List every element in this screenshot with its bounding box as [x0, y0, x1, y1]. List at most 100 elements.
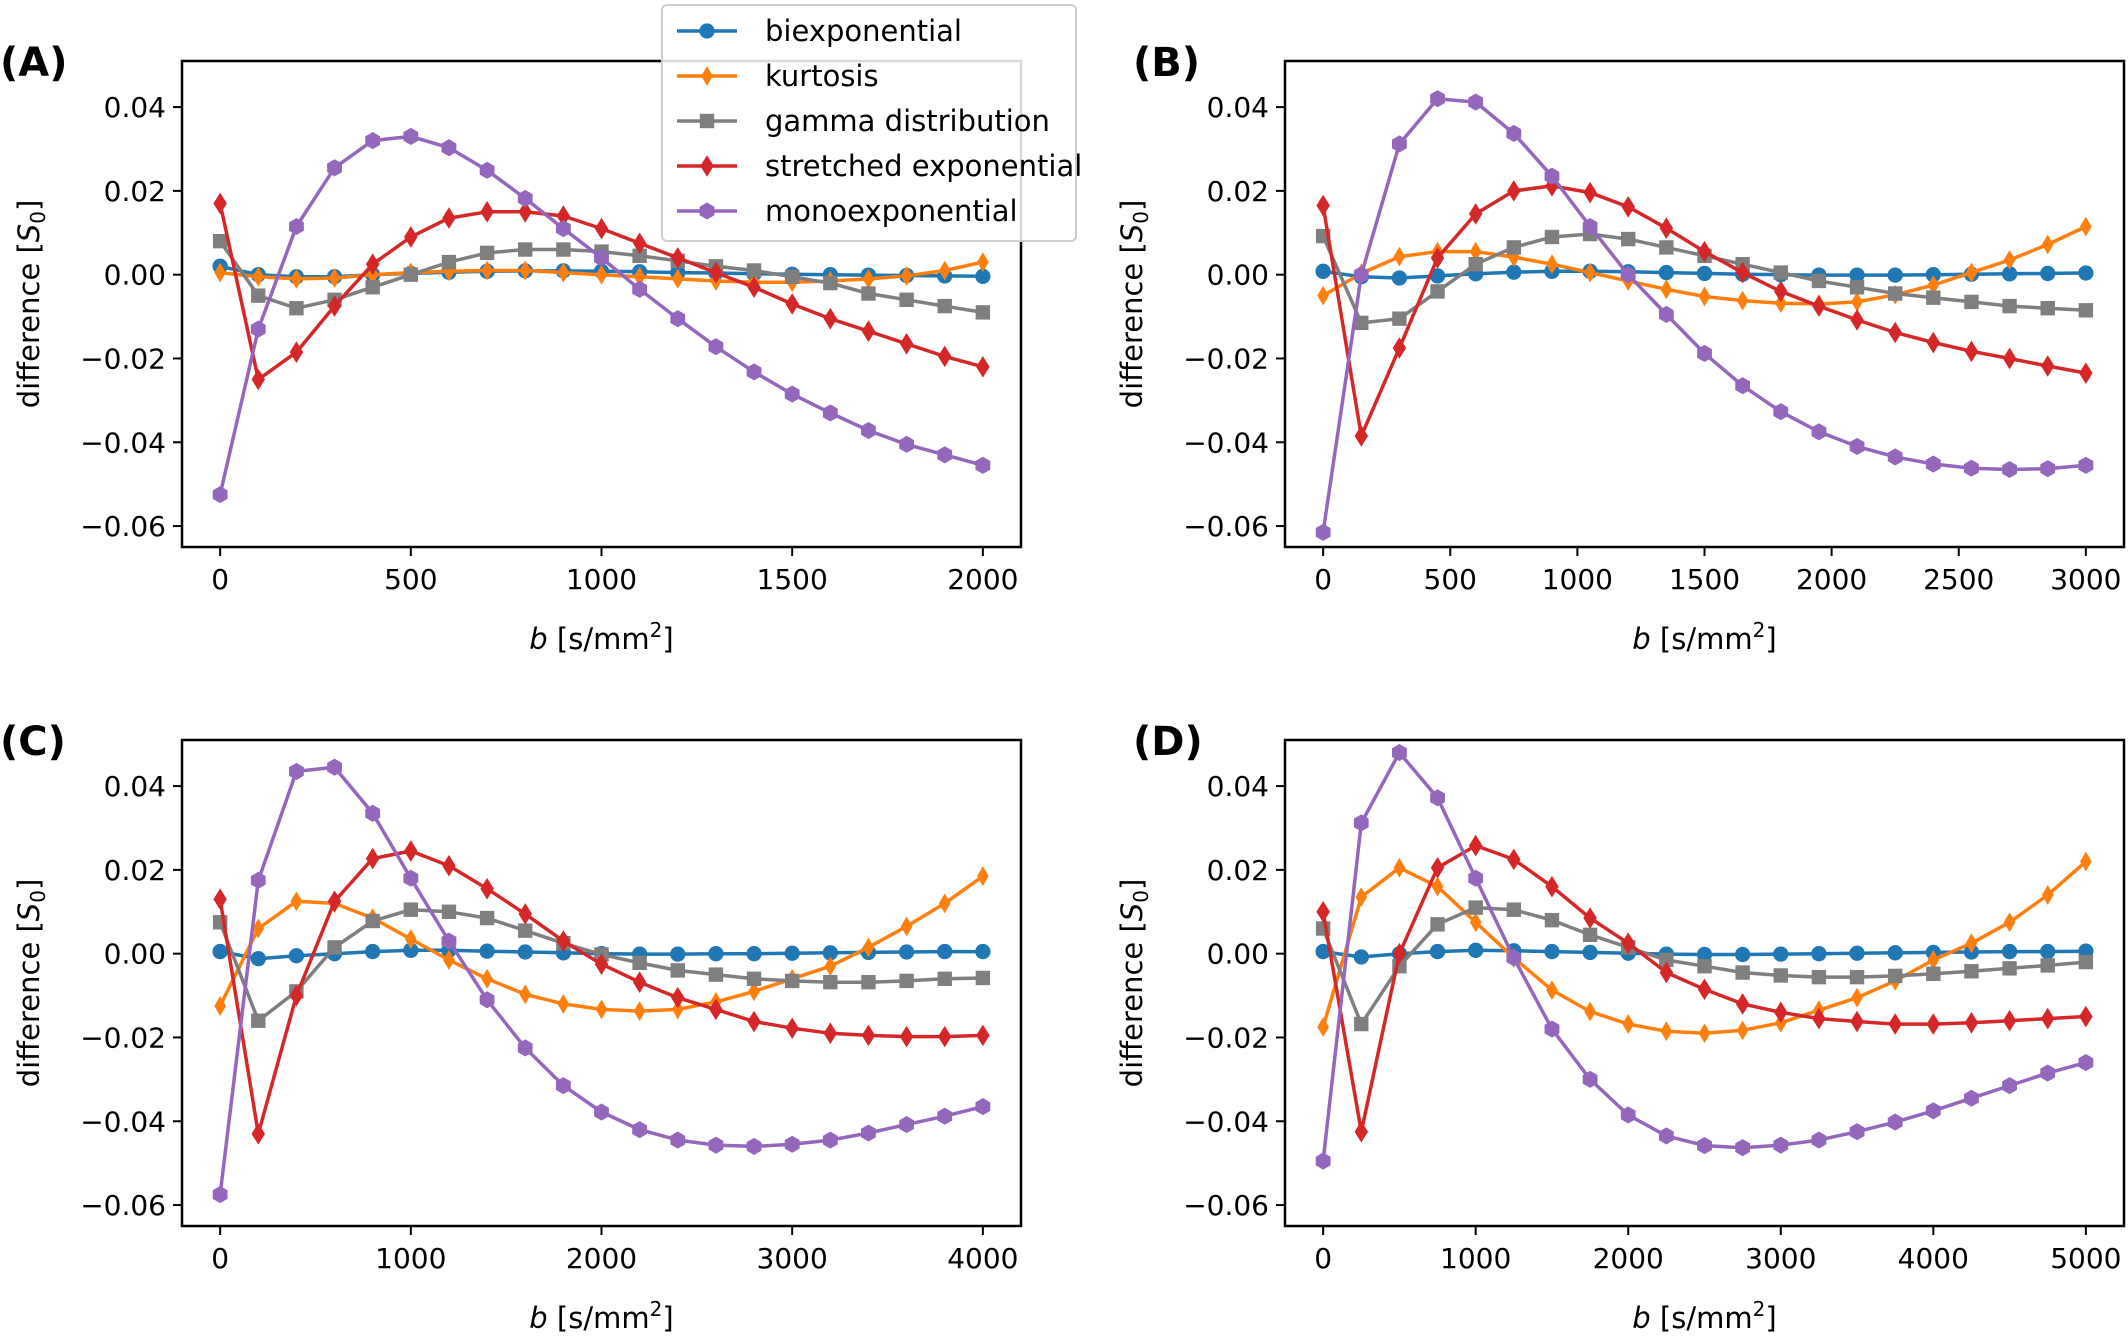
- data-point: [784, 973, 800, 989]
- panel-letter: (D): [1133, 719, 1203, 765]
- data-point: [1849, 969, 1865, 985]
- data-point: [1965, 262, 1978, 283]
- data-point: [1506, 240, 1522, 255]
- data-point: [2002, 298, 2017, 314]
- data-point: [481, 260, 493, 281]
- data-point: [2040, 355, 2055, 377]
- data-point: [1927, 950, 1940, 970]
- legend-item: monoexponential: [677, 194, 1018, 228]
- data-point: [937, 943, 953, 960]
- data-point: [632, 248, 647, 264]
- data-point: [2001, 943, 2018, 960]
- data-point: [327, 890, 342, 913]
- data-point: [1468, 869, 1484, 887]
- data-point: [670, 310, 686, 328]
- data-point: [2040, 300, 2055, 316]
- chart-panel-3: (C) 0 1000 2000 3000 4000 0.04 0.02 0.00 −0.02 −0.…: [0, 719, 1023, 1335]
- data-point: [1468, 203, 1483, 225]
- data-point: [823, 1022, 838, 1045]
- data-point: [1849, 437, 1865, 455]
- x-tick-label: 2000: [566, 1242, 637, 1275]
- data-point: [822, 1131, 838, 1149]
- data-point: [1964, 340, 1979, 363]
- data-point: [557, 994, 570, 1014]
- data-point: [1698, 286, 1711, 307]
- data-point: [1315, 523, 1331, 541]
- data-point: [289, 762, 304, 780]
- x-tick-label: 1500: [1669, 563, 1740, 596]
- data-point: [288, 948, 305, 964]
- data-point: [2078, 954, 2094, 970]
- data-point: [1658, 305, 1674, 324]
- data-point: [289, 217, 304, 236]
- data-point: [976, 1024, 990, 1047]
- data-point: [1430, 284, 1445, 299]
- legend-marker: [701, 66, 713, 86]
- data-point: [898, 944, 915, 960]
- data-point: [1660, 1021, 1673, 1042]
- legend-label: kurtosis: [765, 59, 879, 93]
- data-point: [2040, 943, 2056, 960]
- data-point: [1887, 968, 1903, 984]
- data-point: [290, 891, 303, 912]
- data-point: [518, 242, 533, 257]
- data-point: [1659, 961, 1674, 984]
- data-point: [2078, 303, 2094, 318]
- data-point: [1774, 293, 1787, 314]
- y-tick-label: −0.02: [1183, 342, 1269, 375]
- data-point: [1925, 1102, 1941, 1120]
- y-tick-label: 0.02: [1207, 854, 1269, 887]
- data-point: [1506, 124, 1522, 143]
- data-point: [708, 946, 724, 962]
- data-point: [976, 356, 990, 378]
- data-point: [900, 266, 913, 286]
- data-point: [671, 986, 685, 1009]
- legend-marker: [699, 202, 715, 220]
- data-point: [557, 262, 570, 283]
- data-point: [289, 300, 304, 316]
- data-point: [555, 1077, 571, 1095]
- y-axis-label: difference [S0]: [12, 200, 50, 409]
- data-point: [1697, 1137, 1712, 1155]
- data-point: [289, 984, 304, 1007]
- data-point: [1812, 295, 1826, 317]
- y-tick-label: −0.04: [80, 426, 166, 459]
- x-axis-label: b [s/mm2]: [1632, 618, 1776, 656]
- data-point: [785, 1017, 799, 1040]
- data-point: [1430, 247, 1445, 269]
- data-point: [2078, 265, 2094, 281]
- data-point: [1583, 907, 1597, 929]
- data-point: [670, 963, 685, 978]
- data-point: [1811, 969, 1827, 985]
- data-point: [2041, 234, 2054, 255]
- data-point: [670, 1131, 686, 1149]
- data-point: [212, 943, 228, 960]
- data-point: [2002, 1009, 2017, 1032]
- data-point: [1850, 1010, 1864, 1033]
- data-point: [1735, 1139, 1751, 1157]
- data-point: [1697, 978, 1712, 1001]
- data-point: [937, 298, 952, 314]
- data-point: [900, 916, 913, 937]
- data-point: [937, 971, 952, 987]
- data-point: [1430, 917, 1445, 932]
- data-point: [899, 435, 914, 453]
- y-tick-label: −0.02: [80, 1021, 166, 1054]
- data-point: [708, 967, 724, 982]
- data-point: [1927, 275, 1940, 296]
- x-tick-label: 2000: [1593, 1242, 1664, 1275]
- data-point: [784, 1135, 800, 1153]
- data-point: [975, 943, 991, 960]
- data-point: [1659, 240, 1674, 255]
- data-point: [1964, 459, 1979, 477]
- legend-label: gamma distribution: [765, 104, 1050, 138]
- data-point: [1964, 1012, 1979, 1034]
- data-point: [1925, 267, 1941, 283]
- data-point: [861, 421, 876, 440]
- panel-letter: (A): [0, 40, 68, 86]
- data-point: [1468, 93, 1484, 111]
- data-point: [1392, 337, 1407, 359]
- data-point: [1544, 1020, 1560, 1038]
- y-tick-label: −0.06: [80, 510, 166, 543]
- data-point: [441, 139, 457, 157]
